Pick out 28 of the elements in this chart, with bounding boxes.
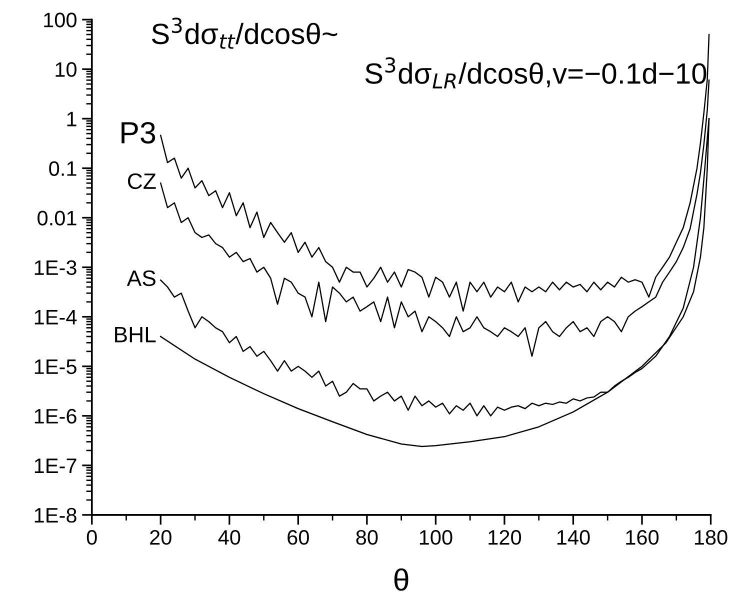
y-tick-label: 0.01 [38, 210, 76, 226]
annotation: S$^{3}$dσ$_{tt}$/dcosθ~ [152, 18, 338, 49]
y-tick-label: 0.1 [49, 161, 76, 176]
x-tick-label: 60 [288, 530, 309, 545]
series-label: BHL [115, 326, 156, 342]
series-label: P3 [122, 122, 156, 144]
y-tick-label: 1E-8 [34, 508, 76, 523]
x-tick-label: 40 [218, 530, 240, 545]
y-tick-label: 1E-4 [34, 310, 77, 324]
annotation: S$^{3}$dσ$_{LR}$/dcosθ,v=−0.1d−10 [365, 57, 706, 88]
y-tick-label: 1E-7 [34, 458, 76, 473]
series-label: AS [126, 270, 156, 286]
x-tick-label: 0 [86, 530, 97, 545]
y-tick-label: 1E-5 [34, 360, 76, 374]
x-tick-label: 180 [694, 530, 728, 545]
y-tick-label: 10 [56, 62, 76, 77]
x-tick-label: 120 [488, 530, 522, 545]
x-tick-label: 20 [150, 530, 172, 545]
y-tick-label: 100 [44, 12, 76, 28]
x-tick-label: 140 [557, 530, 590, 545]
x-tick-label: 80 [356, 530, 378, 545]
x-tick-label: 160 [626, 530, 659, 545]
x-axis-title: θ [394, 568, 408, 591]
series-label: CZ [128, 173, 156, 190]
y-tick-label: 1 [67, 112, 76, 126]
y-tick-label: 1E-6 [34, 408, 76, 424]
y-tick-label: 1E-3 [34, 260, 76, 276]
x-tick-label: 100 [420, 530, 452, 545]
